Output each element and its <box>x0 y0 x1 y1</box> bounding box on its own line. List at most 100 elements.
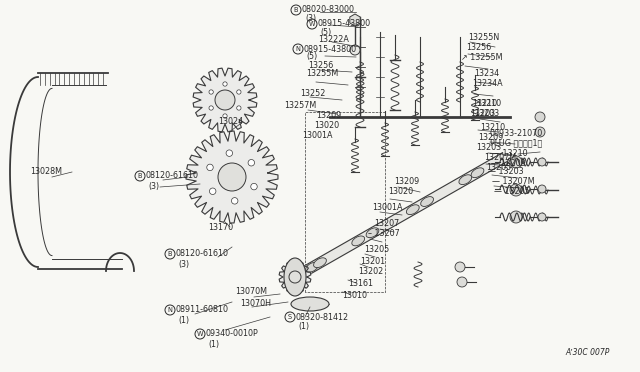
Text: 08020-83000: 08020-83000 <box>302 6 355 15</box>
Circle shape <box>209 106 213 110</box>
Text: 13020: 13020 <box>314 122 339 131</box>
Text: 13256: 13256 <box>466 42 492 51</box>
Text: W: W <box>196 331 204 337</box>
Text: 13001A: 13001A <box>372 202 403 212</box>
Text: 13222A: 13222A <box>318 35 349 45</box>
Text: — 13205: — 13205 <box>494 186 530 196</box>
Text: 13210: 13210 <box>480 122 505 131</box>
Text: B: B <box>168 251 172 257</box>
Text: 13209: 13209 <box>316 112 341 121</box>
Text: B: B <box>294 7 298 13</box>
Text: 13202: 13202 <box>358 267 383 276</box>
Text: N: N <box>296 46 300 52</box>
Text: 13209: 13209 <box>394 177 419 186</box>
Text: 08911-60810: 08911-60810 <box>176 305 229 314</box>
Ellipse shape <box>406 205 419 215</box>
Text: 13234A: 13234A <box>472 80 502 89</box>
Text: S: S <box>288 314 292 320</box>
Text: 13207: 13207 <box>374 219 399 228</box>
Circle shape <box>457 277 467 287</box>
Text: 13234: 13234 <box>474 70 499 78</box>
Text: 08120-61610: 08120-61610 <box>146 171 199 180</box>
Text: 13203: 13203 <box>476 142 501 151</box>
Polygon shape <box>186 131 278 223</box>
Text: — 13207M: — 13207M <box>492 177 534 186</box>
Text: 13201: 13201 <box>360 257 385 266</box>
Text: 13210: 13210 <box>472 99 497 109</box>
Ellipse shape <box>352 236 365 246</box>
Text: 08120-61610: 08120-61610 <box>176 250 229 259</box>
Circle shape <box>251 183 257 190</box>
Ellipse shape <box>306 262 319 272</box>
Text: 13010: 13010 <box>342 292 367 301</box>
Text: 00933-21070: 00933-21070 <box>490 129 543 138</box>
Text: 13257M: 13257M <box>284 100 316 109</box>
Circle shape <box>237 106 241 110</box>
Polygon shape <box>279 261 311 293</box>
Text: Aʼ30C 007P: Aʼ30C 007P <box>566 348 610 357</box>
Text: (5): (5) <box>306 52 317 61</box>
Text: 13209: 13209 <box>478 132 503 141</box>
Circle shape <box>232 198 238 204</box>
Ellipse shape <box>459 175 472 185</box>
Text: 13170: 13170 <box>208 222 233 231</box>
Text: N: N <box>168 307 172 313</box>
Circle shape <box>538 158 546 166</box>
Text: 13001A: 13001A <box>302 131 333 141</box>
Circle shape <box>510 156 522 168</box>
Circle shape <box>248 160 255 166</box>
Circle shape <box>538 185 546 193</box>
Circle shape <box>350 45 360 55</box>
Text: 08915-43800: 08915-43800 <box>304 45 357 54</box>
Circle shape <box>207 164 213 171</box>
Polygon shape <box>193 68 257 132</box>
Ellipse shape <box>471 168 484 178</box>
Text: — 13210: — 13210 <box>492 150 527 158</box>
Text: 13020: 13020 <box>388 187 413 196</box>
Ellipse shape <box>366 228 379 238</box>
Circle shape <box>538 213 546 221</box>
Text: (5): (5) <box>320 28 332 36</box>
Text: PLUG プラグ（1）: PLUG プラグ（1） <box>490 138 542 148</box>
Polygon shape <box>350 14 360 26</box>
Circle shape <box>218 163 246 191</box>
Text: 13070M: 13070M <box>235 288 267 296</box>
Circle shape <box>237 90 241 94</box>
Text: (3): (3) <box>305 13 316 22</box>
Text: 13205: 13205 <box>486 164 511 173</box>
Circle shape <box>289 271 301 283</box>
Text: 13252: 13252 <box>300 90 325 99</box>
Text: (3): (3) <box>148 182 159 190</box>
Polygon shape <box>292 153 508 281</box>
Circle shape <box>510 184 522 196</box>
Text: (3): (3) <box>178 260 189 269</box>
Text: (1): (1) <box>298 321 309 330</box>
Circle shape <box>226 150 232 156</box>
Circle shape <box>223 114 227 118</box>
Text: 13203: 13203 <box>470 109 495 119</box>
Text: 09340-0010P: 09340-0010P <box>206 330 259 339</box>
Text: (1): (1) <box>208 340 219 349</box>
Text: ↗ 13255M: ↗ 13255M <box>461 52 502 61</box>
Text: 08320-81412: 08320-81412 <box>296 312 349 321</box>
Circle shape <box>455 262 465 272</box>
Circle shape <box>209 188 216 195</box>
Text: — 13209: — 13209 <box>490 158 525 167</box>
Text: (1): (1) <box>178 315 189 324</box>
Text: 13028M: 13028M <box>30 167 62 176</box>
Circle shape <box>215 90 235 110</box>
Circle shape <box>209 90 213 94</box>
Text: 13161: 13161 <box>348 279 373 289</box>
Ellipse shape <box>314 258 326 267</box>
Text: 13256: 13256 <box>308 61 333 70</box>
Ellipse shape <box>284 258 306 296</box>
Text: 13024: 13024 <box>218 118 243 126</box>
Circle shape <box>223 82 227 86</box>
Text: 08915-43800: 08915-43800 <box>318 19 371 29</box>
Text: — 13203: — 13203 <box>488 167 524 176</box>
Text: – 13207: – 13207 <box>368 230 400 238</box>
Ellipse shape <box>291 297 329 311</box>
Circle shape <box>510 211 522 223</box>
Text: 13210: 13210 <box>476 99 501 109</box>
Circle shape <box>535 127 545 137</box>
